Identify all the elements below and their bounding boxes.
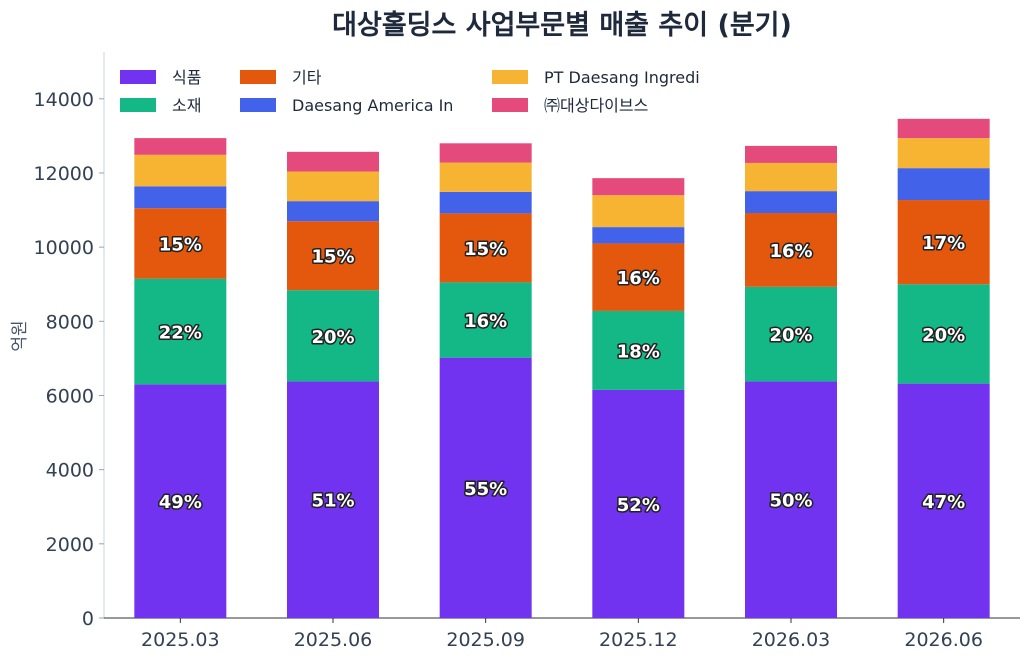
bar-segment xyxy=(745,381,837,618)
data-label: 15% xyxy=(464,239,507,260)
bar-segment xyxy=(439,282,532,358)
y-tick-label: 2000 xyxy=(46,534,94,556)
bar-segment xyxy=(134,138,227,155)
data-label: 55% xyxy=(464,479,507,500)
legend-label: 식품 xyxy=(172,68,201,87)
bar-segment xyxy=(287,381,379,618)
data-label: 20% xyxy=(769,325,812,346)
bar-segment xyxy=(592,195,685,228)
bar-segment xyxy=(745,162,837,192)
legend-swatch xyxy=(492,98,528,112)
y-tick-label: 14000 xyxy=(34,89,94,111)
y-tick-label: 0 xyxy=(82,608,94,630)
data-label: 47% xyxy=(922,492,965,513)
legend-label: PT Daesang Ingredi xyxy=(544,68,700,87)
plot-area: 0 2000 4000 6000 8000 10000 12000 14000 49% 22% 15… xyxy=(34,52,1020,651)
data-label: 16% xyxy=(464,311,507,332)
data-label: 22% xyxy=(159,323,202,344)
y-tick-label: 4000 xyxy=(46,460,94,482)
bar-segment xyxy=(745,145,837,163)
bar-segment xyxy=(439,213,532,283)
legend-swatch xyxy=(492,70,528,84)
bar-segment xyxy=(897,200,990,285)
bar-segment xyxy=(287,221,379,291)
data-label: 16% xyxy=(617,268,660,289)
data-label: 51% xyxy=(311,491,354,512)
bar-segment xyxy=(134,208,227,279)
x-tick-label: 2026.06 xyxy=(904,629,983,651)
data-label: 20% xyxy=(311,327,354,348)
y-tick-label: 6000 xyxy=(46,385,94,407)
data-label: 18% xyxy=(617,341,660,362)
legend-swatch xyxy=(120,98,156,112)
bar-segment xyxy=(592,389,685,618)
bar-segment xyxy=(592,310,685,390)
bar-segment xyxy=(439,143,532,163)
data-label: 16% xyxy=(769,241,812,262)
legend-label: Daesang America In xyxy=(292,96,453,115)
bar-segment xyxy=(287,290,379,382)
data-label: 52% xyxy=(617,495,660,516)
data-label: 17% xyxy=(922,233,965,254)
chart-title: 대상홀딩스 사업부문별 매출 추이 (분기) xyxy=(332,10,792,41)
bar-segment xyxy=(439,357,532,618)
legend-label: 기타 xyxy=(292,68,322,87)
legend-swatch xyxy=(240,70,276,84)
bar-segment xyxy=(287,201,379,222)
data-label: 50% xyxy=(769,491,812,512)
y-tick-label: 12000 xyxy=(34,163,94,185)
x-tick-label: 2025.03 xyxy=(141,629,220,651)
bar-segment xyxy=(592,227,685,244)
y-axis-label: 억원 xyxy=(10,320,30,351)
bar-segment xyxy=(897,138,990,169)
bar-segment xyxy=(134,384,227,618)
x-tick-label: 2025.12 xyxy=(599,629,678,651)
y-tick-label: 10000 xyxy=(34,237,94,259)
x-tick-label: 2025.06 xyxy=(294,629,373,651)
data-label: 15% xyxy=(311,247,354,268)
bar-segment xyxy=(897,383,990,618)
bar-segment xyxy=(897,168,990,201)
data-label: 15% xyxy=(159,234,202,255)
bar-segment xyxy=(134,154,227,187)
bar-segment xyxy=(134,186,227,209)
bar-segment xyxy=(897,284,990,384)
bar-segment xyxy=(897,118,990,139)
bar-segment xyxy=(745,213,837,287)
bar-segment xyxy=(134,278,227,385)
x-tick-label: 2026.03 xyxy=(752,629,831,651)
bar-segment xyxy=(439,191,532,214)
bar-segment xyxy=(592,178,685,196)
data-label: 49% xyxy=(159,492,202,513)
x-tick-label: 2025.09 xyxy=(446,629,525,651)
legend-label: 소재 xyxy=(172,96,201,115)
bar-segment xyxy=(745,191,837,214)
legend-swatch xyxy=(120,70,156,84)
legend-label: ㈜대상다이브스 xyxy=(544,96,648,115)
bar-segment xyxy=(287,151,379,172)
data-label: 20% xyxy=(922,325,965,346)
bar-segment xyxy=(287,171,379,202)
y-tick-label: 8000 xyxy=(46,311,94,333)
bar-segment xyxy=(745,286,837,382)
bar-segment xyxy=(439,162,532,192)
bar-segment xyxy=(592,243,685,311)
legend-swatch xyxy=(240,98,276,112)
